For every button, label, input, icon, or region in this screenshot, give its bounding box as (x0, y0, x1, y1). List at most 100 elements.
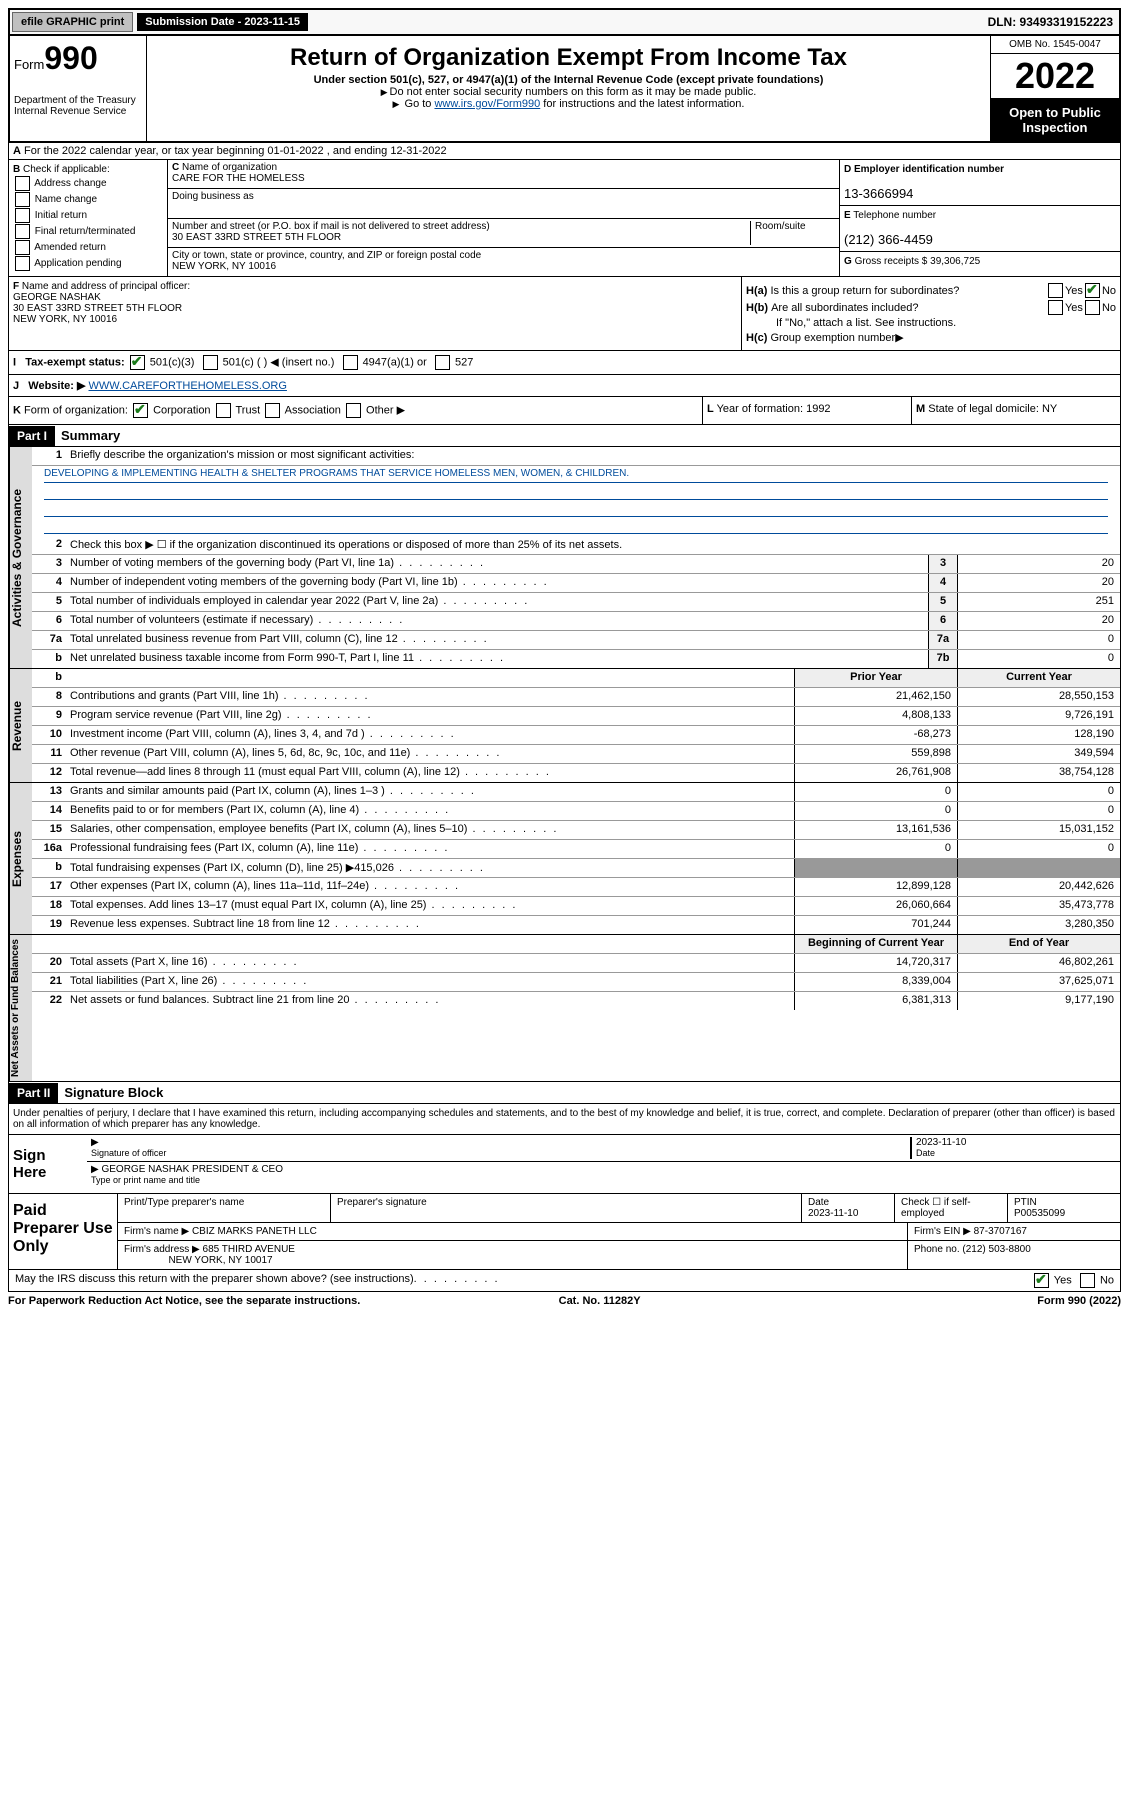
chk-trust[interactable] (216, 403, 231, 418)
table-row: 5 Total number of individuals employed i… (32, 593, 1120, 612)
vtab-governance: Activities & Governance (9, 447, 32, 668)
vtab-revenue: Revenue (9, 669, 32, 782)
table-row: 11 Other revenue (Part VIII, column (A),… (32, 745, 1120, 764)
check-address-change[interactable] (15, 176, 30, 191)
part2-header: Part II Signature Block (8, 1082, 1121, 1104)
chk-4947[interactable] (343, 355, 358, 370)
omb-number: OMB No. 1545-0047 (991, 36, 1119, 54)
city-state-zip: NEW YORK, NY 10016 (172, 261, 276, 272)
block-identity: B Check if applicable: Address change Na… (8, 160, 1121, 277)
discuss-no[interactable] (1080, 1273, 1095, 1288)
mission-text: DEVELOPING & IMPLEMENTING HEALTH & SHELT… (44, 468, 1108, 483)
check-initial-return[interactable] (15, 208, 30, 223)
street-address: 30 EAST 33RD STREET 5TH FLOOR (172, 232, 341, 243)
row-klm: K Form of organization: Corporation Trus… (8, 397, 1121, 425)
subtitle-1: Under section 501(c), 527, or 4947(a)(1)… (153, 74, 984, 86)
section-revenue: Revenue bPrior YearCurrent Year 8 Contri… (8, 669, 1121, 783)
officer-addr2: NEW YORK, NY 10016 (13, 314, 117, 325)
irs-link[interactable]: www.irs.gov/Form990 (434, 98, 540, 110)
table-row: 14 Benefits paid to or for members (Part… (32, 802, 1120, 821)
table-row: b Total fundraising expenses (Part IX, c… (32, 859, 1120, 878)
hb-yes[interactable] (1048, 300, 1063, 315)
officer-addr1: 30 EAST 33RD STREET 5TH FLOOR (13, 303, 182, 314)
section-net-assets: Net Assets or Fund Balances Beginning of… (8, 935, 1121, 1082)
paid-preparer-block: Paid Preparer Use Only Print/Type prepar… (8, 1194, 1121, 1270)
footer-discuss: May the IRS discuss this return with the… (8, 1270, 1121, 1292)
table-row: 15 Salaries, other compensation, employe… (32, 821, 1120, 840)
table-row: 4 Number of independent voting members o… (32, 574, 1120, 593)
form-header: Form990 Department of the Treasury Inter… (8, 36, 1121, 143)
top-bar: efile GRAPHIC print Submission Date - 20… (8, 8, 1121, 36)
table-row: 13 Grants and similar amounts paid (Part… (32, 783, 1120, 802)
ptin: P00535099 (1014, 1208, 1065, 1219)
col-b-checkboxes: B Check if applicable: Address change Na… (9, 160, 168, 276)
table-row: b Net unrelated business taxable income … (32, 650, 1120, 668)
dln-number: DLN: 93493319152223 (988, 15, 1117, 29)
table-row: 12 Total revenue—add lines 8 through 11 … (32, 764, 1120, 782)
chk-527[interactable] (435, 355, 450, 370)
year-formation: 1992 (806, 403, 830, 415)
state-domicile: NY (1042, 403, 1057, 415)
table-row: 19 Revenue less expenses. Subtract line … (32, 916, 1120, 934)
vtab-net-assets: Net Assets or Fund Balances (9, 935, 32, 1081)
open-inspection: Open to Public Inspection (991, 99, 1119, 141)
table-row: 16a Professional fundraising fees (Part … (32, 840, 1120, 859)
part1-header: Part I Summary (8, 425, 1121, 447)
gross-receipts: 39,306,725 (930, 256, 980, 267)
block-officer-group: F Name and address of principal officer:… (8, 277, 1121, 351)
table-row: 6 Total number of volunteers (estimate i… (32, 612, 1120, 631)
ha-yes[interactable] (1048, 283, 1063, 298)
table-row: 7a Total unrelated business revenue from… (32, 631, 1120, 650)
submission-date: Submission Date - 2023-11-15 (137, 13, 308, 31)
officer-name: GEORGE NASHAK (13, 292, 101, 303)
table-row: 17 Other expenses (Part IX, column (A), … (32, 878, 1120, 897)
chk-other[interactable] (346, 403, 361, 418)
check-name-change[interactable] (15, 192, 30, 207)
chk-assoc[interactable] (265, 403, 280, 418)
firm-ein: 87-3707167 (974, 1226, 1027, 1237)
ein: 13-3666994 (844, 186, 913, 201)
table-row: 10 Investment income (Part VIII, column … (32, 726, 1120, 745)
firm-phone: (212) 503-8800 (962, 1244, 1030, 1255)
vtab-expenses: Expenses (9, 783, 32, 934)
firm-addr1: 685 THIRD AVENUE (203, 1244, 295, 1255)
chk-501c[interactable] (203, 355, 218, 370)
table-row: 3 Number of voting members of the govern… (32, 555, 1120, 574)
department-label: Department of the Treasury Internal Reve… (14, 95, 142, 117)
table-row: 18 Total expenses. Add lines 13–17 (must… (32, 897, 1120, 916)
sign-here-block: Sign Here ▶Signature of officer 2023-11-… (8, 1135, 1121, 1194)
check-amended[interactable] (15, 240, 30, 255)
ha-no[interactable] (1085, 283, 1100, 298)
declaration: Under penalties of perjury, I declare th… (8, 1104, 1121, 1135)
table-row: 8 Contributions and grants (Part VIII, l… (32, 688, 1120, 707)
tax-year: 2022 (991, 54, 1119, 99)
table-row: 9 Program service revenue (Part VIII, li… (32, 707, 1120, 726)
subtitle-3: Go to www.irs.gov/Form990 for instructio… (153, 98, 984, 110)
check-app-pending[interactable] (15, 256, 30, 271)
signer-name: GEORGE NASHAK PRESIDENT & CEO (101, 1164, 283, 1175)
table-row: 20 Total assets (Part X, line 16) 14,720… (32, 954, 1120, 973)
row-tax-status: I Tax-exempt status: 501(c)(3) 501(c) ( … (8, 351, 1121, 375)
website-link[interactable]: WWW.CAREFORTHEHOMELESS.ORG (89, 380, 287, 392)
chk-corp[interactable] (133, 403, 148, 418)
subtitle-2: Do not enter social security numbers on … (153, 86, 984, 98)
discuss-yes[interactable] (1034, 1273, 1049, 1288)
firm-name: CBIZ MARKS PANETH LLC (192, 1226, 317, 1237)
chk-501c3[interactable] (130, 355, 145, 370)
row-a-taxyear: A For the 2022 calendar year, or tax yea… (8, 143, 1121, 160)
telephone: (212) 366-4459 (844, 232, 933, 247)
hb-no[interactable] (1085, 300, 1100, 315)
section-governance: Activities & Governance 1Briefly describ… (8, 447, 1121, 669)
firm-addr2: NEW YORK, NY 10017 (168, 1255, 272, 1266)
section-expenses: Expenses 13 Grants and similar amounts p… (8, 783, 1121, 935)
org-name: CARE FOR THE HOMELESS (172, 173, 305, 184)
sign-date: 2023-11-10 (916, 1137, 966, 1148)
check-final-return[interactable] (15, 224, 30, 239)
table-row: 22 Net assets or fund balances. Subtract… (32, 992, 1120, 1010)
form-title: Return of Organization Exempt From Incom… (153, 44, 984, 72)
table-row: 21 Total liabilities (Part X, line 26) 8… (32, 973, 1120, 992)
efile-button[interactable]: efile GRAPHIC print (12, 12, 133, 32)
prep-date: 2023-11-10 (808, 1208, 858, 1219)
footer-paperwork: For Paperwork Reduction Act Notice, see … (8, 1292, 1121, 1310)
row-website: J Website: ▶ WWW.CAREFORTHEHOMELESS.ORG (8, 375, 1121, 397)
